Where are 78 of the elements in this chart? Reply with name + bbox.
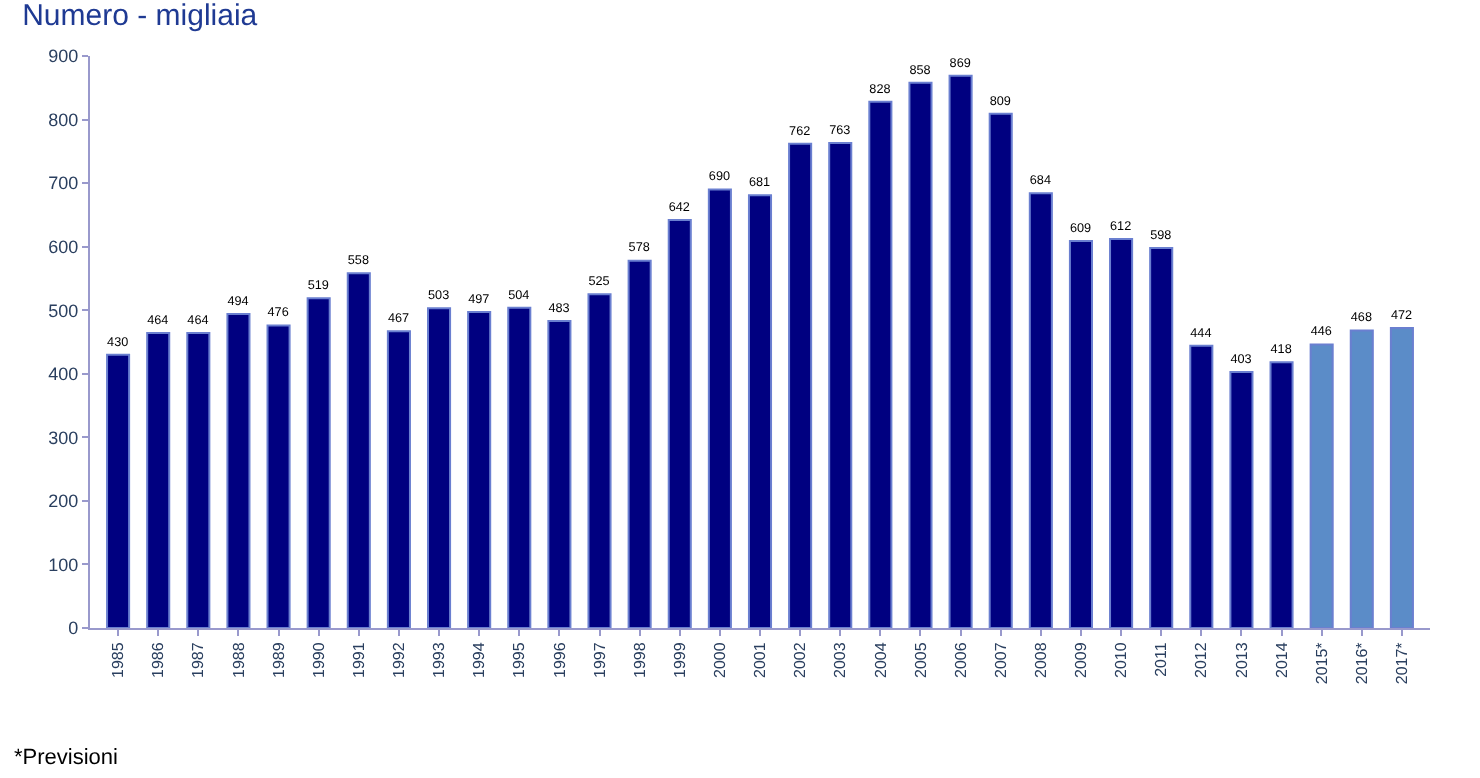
bar xyxy=(186,332,211,628)
bar xyxy=(1349,329,1374,628)
bar xyxy=(467,311,492,628)
chart-title: Numero - migliaia xyxy=(22,0,259,33)
bar xyxy=(507,306,532,628)
x-tick-label: 2001 xyxy=(751,641,770,678)
x-tick-label: 2009 xyxy=(1072,641,1091,678)
x-tick-label: 2002 xyxy=(791,641,810,678)
y-tick-label: 700 xyxy=(48,173,79,194)
bar xyxy=(988,112,1013,628)
x-tick-label: 1992 xyxy=(390,641,409,678)
x-tick-label: 2006 xyxy=(951,641,970,678)
bar xyxy=(1149,246,1174,628)
bar xyxy=(226,313,251,628)
x-tick-label: 1998 xyxy=(630,641,649,678)
bar xyxy=(146,332,171,628)
bar xyxy=(627,259,652,628)
bar xyxy=(1389,327,1414,628)
x-tick-label: 1987 xyxy=(189,641,208,678)
y-tick-label: 800 xyxy=(48,109,79,130)
x-tick-label: 1994 xyxy=(470,641,489,678)
x-tick-label: 1986 xyxy=(149,641,168,678)
x-tick-label: 1996 xyxy=(550,641,569,678)
y-tick-label: 200 xyxy=(48,491,79,512)
bar xyxy=(747,194,773,628)
bar xyxy=(587,293,612,628)
bar xyxy=(1229,370,1254,628)
x-tick-label: 1985 xyxy=(109,641,128,678)
bar xyxy=(547,320,572,628)
x-tick-label: 2013 xyxy=(1232,641,1251,678)
x-tick-label: 2003 xyxy=(831,641,850,678)
x-tick-label: 2007 xyxy=(991,641,1010,678)
bar xyxy=(707,188,732,628)
bar xyxy=(667,218,692,628)
bar xyxy=(427,307,452,628)
bar xyxy=(1189,344,1214,628)
x-tick-label: 2014 xyxy=(1272,641,1291,678)
bar xyxy=(386,330,411,628)
x-tick-label: 1999 xyxy=(670,641,689,678)
bar xyxy=(306,297,331,628)
bar xyxy=(908,81,933,628)
x-tick-label: 2000 xyxy=(711,641,730,678)
bar xyxy=(346,272,371,628)
x-tick-label: 2016* xyxy=(1353,642,1371,685)
y-tick-label: 100 xyxy=(48,554,79,575)
bar xyxy=(828,142,853,628)
x-tick-label: 2015* xyxy=(1312,642,1331,685)
y-tick-label: 900 xyxy=(48,46,79,67)
x-tick-label: 2008 xyxy=(1032,641,1051,678)
x-tick-label: 1989 xyxy=(269,641,288,678)
x-tick-label: 2010 xyxy=(1112,641,1131,678)
bar xyxy=(1109,238,1134,628)
x-tick-label: 2017* xyxy=(1393,642,1412,685)
x-tick-label: 1997 xyxy=(590,641,609,678)
bar xyxy=(788,142,813,628)
x-tick-label: 2004 xyxy=(871,641,890,678)
x-tick-label: 1993 xyxy=(430,641,449,678)
bar xyxy=(1068,239,1093,628)
bar xyxy=(1269,361,1294,628)
x-tick-label: 1995 xyxy=(510,641,529,678)
bar xyxy=(1309,343,1334,628)
x-tick-label: 2012 xyxy=(1192,641,1211,678)
x-tick-label: 1991 xyxy=(350,641,368,678)
x-tick-label: 1988 xyxy=(229,641,248,678)
y-tick-label: 300 xyxy=(48,427,79,448)
bar xyxy=(1028,192,1053,628)
y-tick-label: 0 xyxy=(68,618,79,639)
bar xyxy=(106,353,131,628)
x-tick-label: 1990 xyxy=(309,641,328,678)
y-tick-label: 500 xyxy=(48,300,79,321)
bar xyxy=(948,74,973,628)
bar xyxy=(266,324,291,628)
x-tick-label: 2005 xyxy=(911,641,930,678)
y-tick-label: 600 xyxy=(48,236,79,257)
y-tick-label: 400 xyxy=(48,364,79,385)
bar xyxy=(868,100,893,628)
x-tick-label: 2011 xyxy=(1152,641,1171,677)
text: *Previsioni xyxy=(14,746,118,770)
